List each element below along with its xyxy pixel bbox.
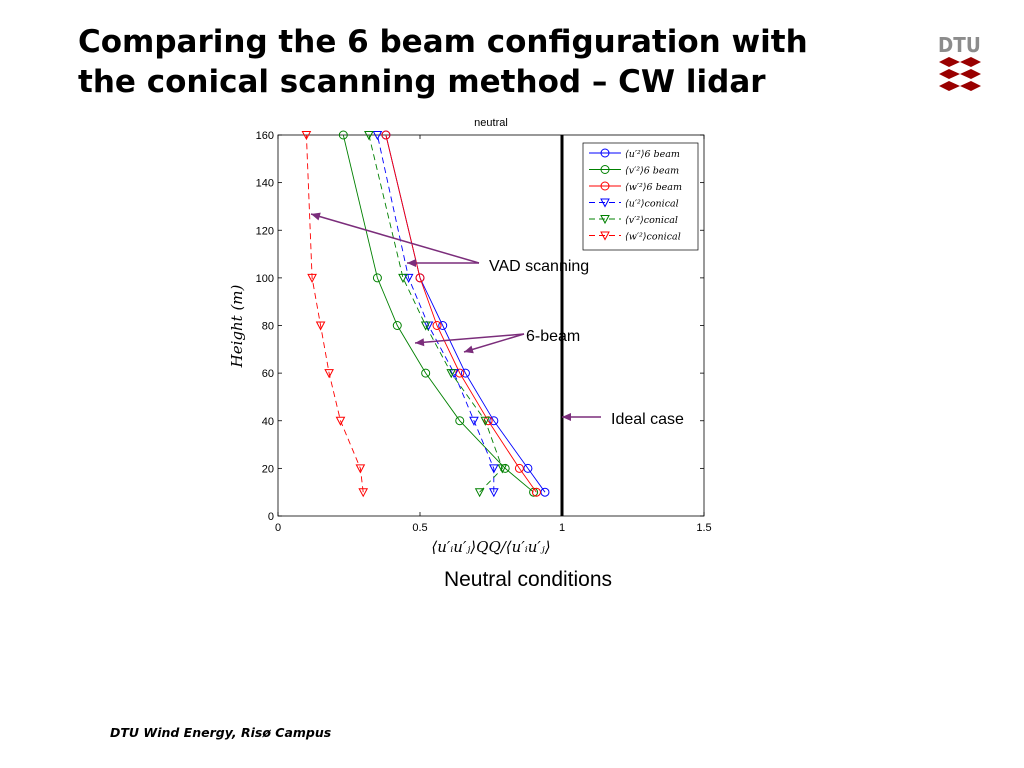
data-point bbox=[335, 416, 346, 426]
vad-arrow-left bbox=[310, 212, 480, 264]
annotation-6-beam: 6-beam bbox=[526, 328, 580, 345]
x-tick-label: 0 bbox=[275, 522, 281, 534]
ideal-case-arrow bbox=[562, 413, 601, 421]
data-point bbox=[469, 416, 479, 426]
legend-label: ⟨w′²⟩conical bbox=[625, 232, 681, 243]
legend-entry: ⟨u′²⟩6 beam bbox=[589, 148, 680, 160]
x-axis-label: ⟨u′ᵢu′ⱼ⟩QQ/⟨u′ᵢu′ⱼ⟩ bbox=[431, 538, 550, 556]
data-point bbox=[338, 130, 348, 140]
data-point bbox=[432, 321, 442, 330]
chart-title: neutral bbox=[474, 117, 508, 129]
data-point bbox=[381, 130, 391, 140]
y-axis-label: Height (m) bbox=[228, 284, 246, 368]
series-6 bbox=[301, 131, 369, 498]
series-line bbox=[368, 134, 503, 493]
legend-label: ⟨v′²⟩conical bbox=[625, 215, 678, 226]
vad-arrow-right bbox=[407, 259, 479, 267]
data-point bbox=[421, 368, 431, 378]
six-beam-arrow-left bbox=[414, 333, 525, 347]
data-point bbox=[460, 368, 470, 378]
dtu-logo-band-1 bbox=[939, 57, 981, 67]
data-point bbox=[420, 321, 431, 331]
annotation-ideal-case: Ideal case bbox=[611, 411, 684, 428]
legend-label: ⟨u′²⟩6 beam bbox=[625, 149, 680, 160]
six-beam-arrow-right bbox=[463, 333, 525, 354]
series-line bbox=[376, 134, 495, 493]
data-point bbox=[489, 464, 499, 474]
series-line bbox=[385, 134, 537, 493]
legend-label: ⟨u′²⟩conical bbox=[625, 199, 679, 210]
legend-entry: ⟨u′²⟩conical bbox=[589, 198, 679, 210]
data-point bbox=[372, 131, 383, 141]
data-point bbox=[474, 488, 485, 498]
legend-marker bbox=[600, 165, 610, 174]
y-tick-label: 80 bbox=[262, 321, 274, 333]
y-tick-label: 0 bbox=[268, 511, 274, 523]
legend-marker bbox=[600, 215, 610, 225]
dtu-logo: DTU bbox=[938, 34, 982, 96]
y-tick-label: 120 bbox=[256, 225, 274, 237]
legend-marker bbox=[600, 198, 610, 208]
series-5 bbox=[364, 131, 508, 498]
legend-label: ⟨v′²⟩6 beam bbox=[625, 166, 679, 177]
footer-text: DTU Wind Energy, Risø Campus bbox=[110, 725, 332, 740]
data-point bbox=[315, 321, 326, 331]
y-tick-label: 40 bbox=[262, 416, 274, 428]
data-point bbox=[392, 321, 402, 330]
series-2 bbox=[338, 130, 539, 497]
chart-caption: Neutral conditions bbox=[443, 568, 613, 591]
x-tick-label: 1.5 bbox=[696, 522, 711, 534]
legend-label: ⟨w′²⟩6 beam bbox=[625, 182, 682, 193]
data-point bbox=[355, 464, 366, 474]
data-point bbox=[403, 273, 414, 283]
data-point bbox=[438, 321, 448, 330]
y-tick-label: 100 bbox=[256, 273, 274, 285]
data-point bbox=[398, 273, 408, 283]
data-point bbox=[358, 488, 369, 498]
dtu-logo-band-2 bbox=[939, 69, 981, 79]
y-tick-label: 60 bbox=[262, 368, 274, 380]
y-tick-label: 160 bbox=[256, 130, 274, 142]
data-point bbox=[301, 131, 312, 141]
legend-entry: ⟨v′²⟩conical bbox=[589, 215, 678, 226]
data-point bbox=[480, 416, 491, 426]
annotation-vad-scanning: VAD scanning bbox=[489, 258, 589, 275]
data-point bbox=[307, 273, 317, 283]
data-point bbox=[489, 488, 499, 498]
data-point bbox=[364, 131, 374, 141]
dtu-logo-mark-icon bbox=[939, 57, 981, 91]
data-point bbox=[415, 273, 425, 283]
slide-title: Comparing the 6 beam configuration with … bbox=[78, 22, 898, 102]
legend-marker bbox=[600, 231, 610, 241]
x-tick-label: 0.5 bbox=[412, 522, 427, 534]
data-point bbox=[540, 487, 550, 497]
x-tick-label: 1 bbox=[559, 522, 565, 534]
legend-entry: ⟨w′²⟩conical bbox=[589, 231, 681, 243]
dtu-logo-band-3 bbox=[939, 81, 981, 91]
dtu-logo-text: DTU bbox=[938, 33, 981, 57]
legend-marker bbox=[600, 181, 610, 191]
data-point bbox=[514, 463, 524, 473]
y-tick-label: 20 bbox=[262, 463, 274, 475]
y-tick-label: 140 bbox=[256, 178, 274, 190]
series-line bbox=[342, 134, 534, 493]
data-point bbox=[531, 487, 541, 497]
data-point bbox=[324, 369, 334, 379]
legend-entry: ⟨w′²⟩6 beam bbox=[589, 181, 682, 193]
legend-marker bbox=[600, 148, 610, 158]
slide-title-line-1: Comparing the 6 beam configuration with bbox=[78, 24, 808, 60]
data-point bbox=[497, 464, 508, 474]
legend-entry: ⟨v′²⟩6 beam bbox=[589, 165, 679, 177]
data-point bbox=[523, 463, 533, 473]
slide-title-line-2: the conical scanning method – CW lidar bbox=[78, 64, 766, 100]
data-point bbox=[372, 273, 382, 283]
data-point bbox=[489, 416, 499, 426]
series-line bbox=[305, 134, 364, 493]
data-point bbox=[446, 369, 457, 379]
data-point bbox=[455, 416, 465, 426]
